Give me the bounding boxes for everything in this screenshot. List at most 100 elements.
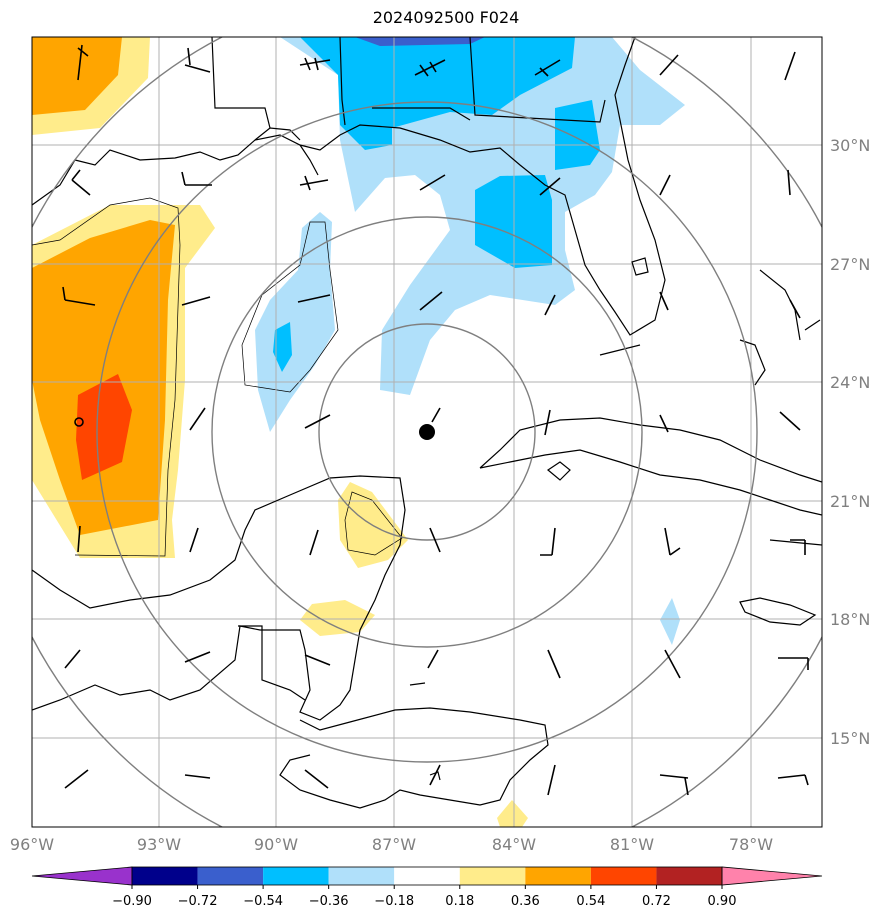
y-tick-label: 21°N — [830, 492, 870, 511]
wind-barb — [659, 174, 671, 196]
contour-fill-0.36 — [32, 37, 122, 115]
jamaica — [739, 597, 817, 626]
contour-fill-0.18 — [300, 600, 375, 636]
wind-barb — [304, 769, 329, 789]
wind-barb — [540, 527, 556, 556]
wind-barb — [659, 774, 689, 796]
wind-barb — [790, 539, 806, 555]
colorbar-segment — [263, 867, 329, 885]
contour-fill-0.18 — [497, 800, 528, 827]
colorbar-segment — [132, 867, 198, 885]
wind-barb — [297, 294, 331, 303]
colorbar-tick-label: −0.36 — [309, 894, 349, 909]
x-tick-labels: 96°W 93°W 90°W 87°W 84°W 81°W 78°W — [10, 835, 773, 854]
wind-barb — [184, 774, 211, 779]
contour-line — [241, 221, 339, 393]
wind-barb — [544, 294, 556, 316]
lat-lon-grid — [32, 37, 822, 827]
x-tick-label: 81°W — [610, 835, 654, 854]
wind-barb — [304, 654, 331, 666]
wind-barb — [419, 174, 446, 191]
wind-barb — [299, 175, 329, 191]
y-tick-label: 15°N — [830, 729, 870, 748]
wind-barb — [784, 51, 796, 81]
y-tick-label: 30°N — [830, 136, 870, 155]
wind-barb — [659, 414, 669, 433]
y-tick-label: 18°N — [830, 610, 870, 629]
wind-barb — [419, 291, 443, 311]
colorbar-segment — [525, 867, 591, 885]
wind-barb — [659, 54, 679, 76]
wind-barb — [184, 47, 211, 73]
wind-barb — [64, 769, 89, 789]
chart-title: 2024092500 F024 — [372, 8, 520, 27]
wind-barb — [304, 414, 331, 429]
contour-fill-neg-0.36 — [273, 322, 292, 372]
range-ring-middle — [211, 216, 643, 648]
colorbar-segment — [459, 867, 526, 885]
wind-barb — [429, 527, 441, 553]
central-america-coast — [279, 707, 549, 809]
storm-center-marker — [419, 424, 435, 440]
wind-barb — [547, 649, 561, 679]
contour-fill-neg-0.36 — [300, 37, 575, 150]
contour-fill-0.36 — [32, 220, 175, 535]
colorbar-segment — [394, 867, 460, 885]
colorbar-segments — [31, 866, 823, 886]
contour-fill-neg-0.18 — [660, 598, 680, 645]
colorbar-tick-label: 0.90 — [708, 894, 737, 909]
wind-barb — [787, 169, 791, 196]
colorbar-extend-max — [721, 866, 823, 886]
contour-fill-neg-0.54 — [355, 37, 485, 46]
colorbar-segment — [328, 867, 395, 885]
state-border — [211, 37, 606, 129]
wind-barb — [534, 59, 561, 77]
contour-fill-neg-0.36 — [555, 100, 600, 170]
wind-barb — [189, 407, 206, 431]
colorbar-frame — [131, 866, 723, 886]
wind-barb — [778, 657, 809, 670]
contour-line — [32, 197, 181, 557]
contour-fill-neg-0.18 — [255, 212, 335, 432]
reference-point-marker — [74, 417, 84, 427]
wind-barb — [181, 171, 212, 186]
lake-okeechobee — [631, 257, 649, 276]
cuba-coast — [479, 417, 822, 516]
wind-barb — [544, 409, 551, 436]
bahamas — [599, 269, 821, 386]
colorbar-tick-label: 0.18 — [445, 894, 474, 909]
wind-barb — [547, 764, 556, 796]
contour-lines — [32, 197, 403, 557]
wind-barb — [184, 651, 211, 663]
mississippi-delta — [254, 127, 319, 176]
x-tick-label: 78°W — [729, 835, 773, 854]
colorbar-extend-min — [31, 866, 133, 886]
wind-barb — [77, 44, 89, 81]
range-ring-outer — [96, 101, 758, 763]
axes-frame — [31, 36, 823, 828]
us-gulf-coast — [32, 37, 666, 336]
wind-barb — [414, 59, 446, 77]
wind-barbs — [62, 44, 809, 796]
wind-barb — [62, 286, 96, 306]
x-tick-label: 96°W — [10, 835, 54, 854]
x-tick-label: 93°W — [137, 835, 181, 854]
y-tick-label: 27°N — [830, 255, 870, 274]
isla-juventud — [546, 461, 571, 481]
x-tick-label: 84°W — [492, 835, 536, 854]
contour-line — [344, 491, 403, 556]
wind-barb — [309, 529, 319, 556]
y-tick-labels: 30°N 27°N 24°N 21°N 18°N 15°N — [830, 136, 870, 748]
x-tick-label: 87°W — [372, 835, 416, 854]
wind-barb — [71, 169, 91, 196]
mexico-coast — [32, 475, 406, 721]
colorbar-tick-label: 0.36 — [511, 894, 540, 909]
wind-barb — [427, 649, 439, 669]
guatemala-border — [238, 625, 306, 701]
wind-barb — [664, 649, 681, 679]
negative-anomaly-fill — [255, 37, 685, 645]
wind-barb — [539, 177, 561, 196]
wind-barb — [777, 774, 809, 786]
range-rings — [32, 37, 822, 827]
